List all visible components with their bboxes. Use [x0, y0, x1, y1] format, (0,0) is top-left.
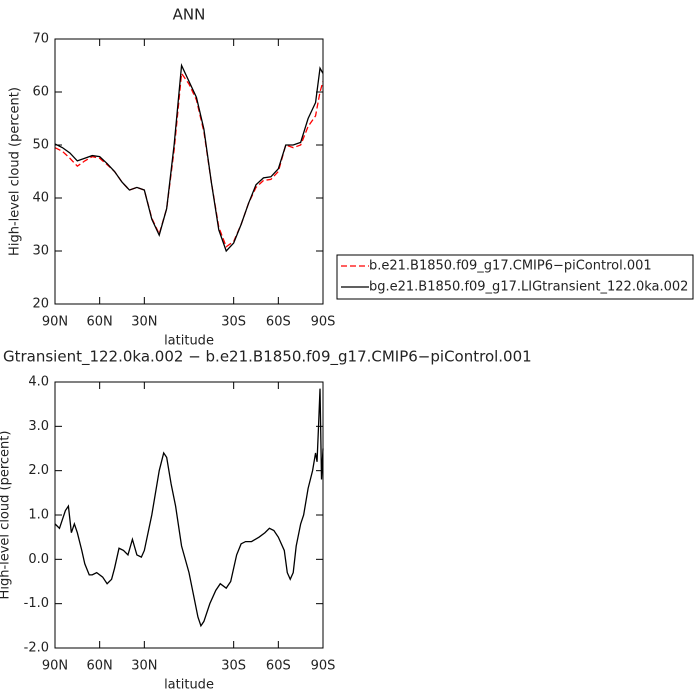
y-tick-label: 70: [32, 32, 49, 47]
x-tick-label: 60S: [266, 659, 291, 674]
x-tick-label: 90N: [42, 315, 68, 330]
y-axis-label: High-level cloud (percent): [0, 431, 13, 600]
legend-label: b.e21.B1850.f09_g17.CMIP6−piControl.001: [369, 259, 652, 274]
x-tick-label: 90S: [311, 315, 336, 330]
data-line: [54, 63, 324, 253]
y-tick-label: 4.0: [28, 375, 49, 390]
chart-title: Gtransient_122.0ka.002 − b.e21.B1850.f09…: [3, 348, 532, 367]
x-tick-label: 30S: [221, 315, 246, 330]
y-tick-label: 60: [32, 85, 49, 100]
y-tick-label: 50: [32, 138, 49, 153]
y-tick-label: 3.0: [28, 419, 49, 434]
y-axis-label: High-level cloud (percent): [8, 87, 23, 256]
data-line: [54, 388, 324, 628]
legend-box: [336, 254, 694, 300]
plot-frame: [54, 38, 324, 305]
y-tick-label: 30: [32, 244, 49, 259]
y-tick-label: 40: [32, 191, 49, 206]
y-tick-label: 2.0: [28, 463, 49, 478]
y-tick-label: 20: [32, 297, 49, 312]
x-tick-label: 30S: [221, 659, 246, 674]
x-tick-label: 60N: [87, 315, 113, 330]
legend-label: bg.e21.B1850.f09_g17.LIGtransient_122.0k…: [369, 280, 688, 295]
x-tick-label: 90S: [311, 659, 336, 674]
chart-title: ANN: [173, 6, 206, 24]
y-tick-label: -1.0: [24, 596, 49, 611]
y-tick-label: -2.0: [24, 641, 49, 656]
data-line: [54, 71, 324, 248]
y-tick-label: 0.0: [28, 552, 49, 567]
x-tick-label: 30N: [131, 659, 157, 674]
x-tick-label: 90N: [42, 659, 68, 674]
y-tick-label: 1.0: [28, 508, 49, 523]
plot-frame: [54, 381, 324, 649]
x-tick-label: 30N: [131, 315, 157, 330]
x-tick-label: 60S: [266, 315, 291, 330]
x-axis-label: latitude: [164, 678, 214, 693]
x-tick-label: 60N: [87, 659, 113, 674]
x-axis-label: latitude: [164, 334, 214, 349]
